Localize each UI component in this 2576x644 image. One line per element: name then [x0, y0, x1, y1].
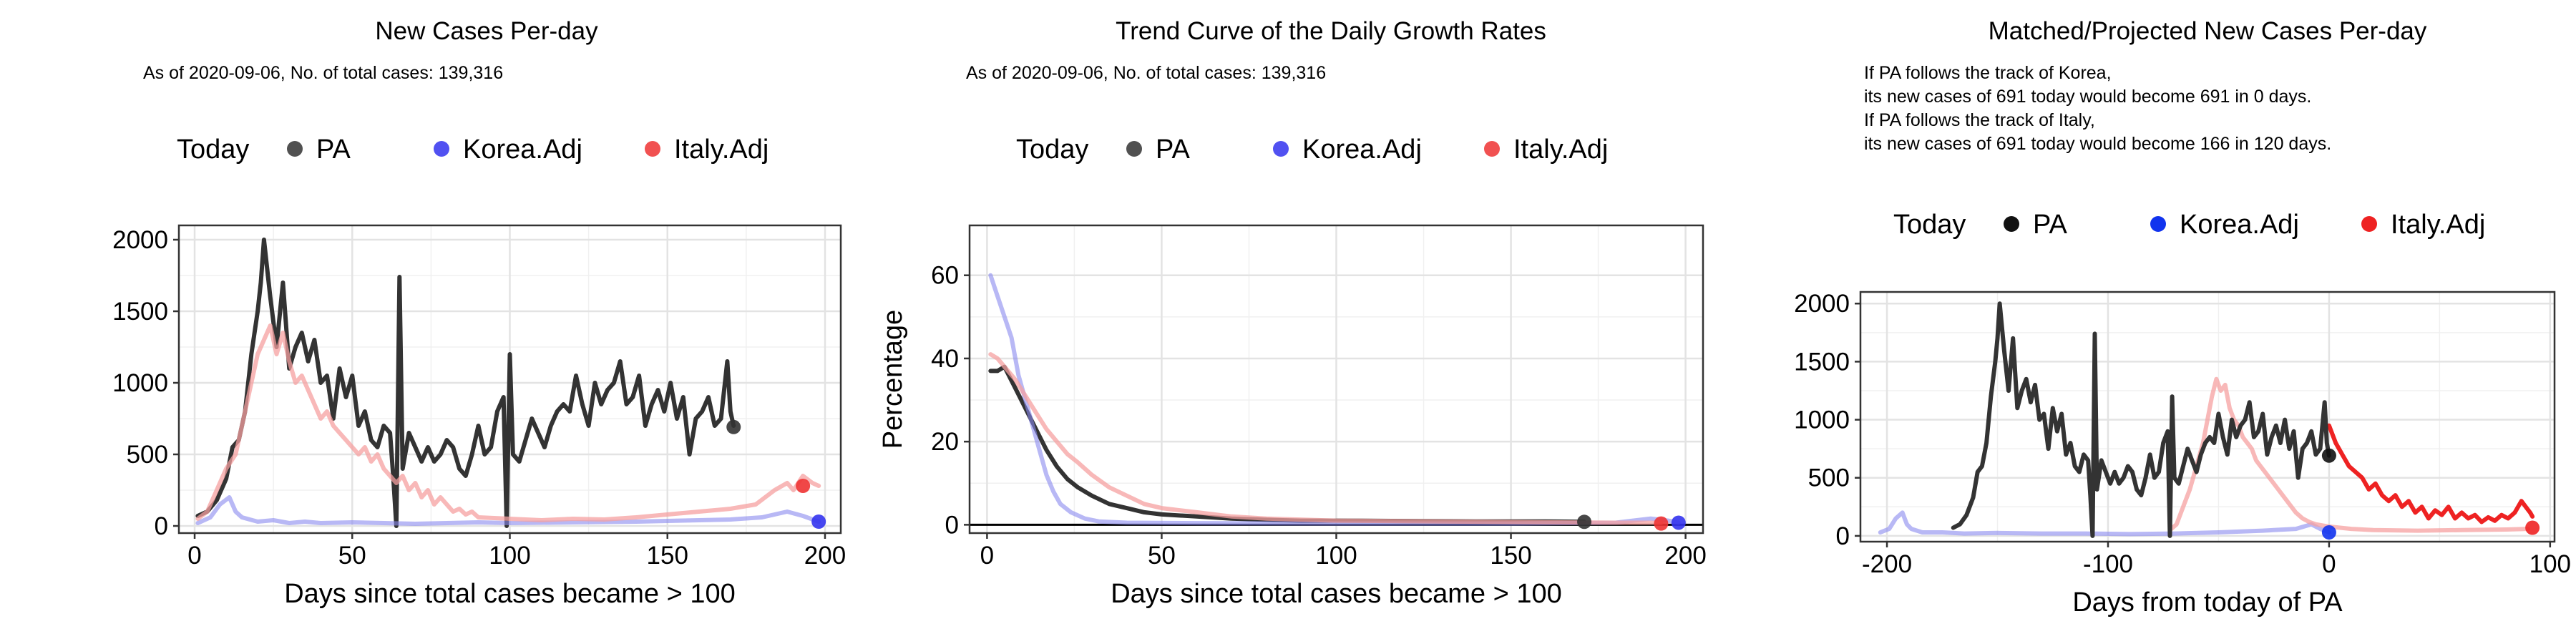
x-tick-label: 100: [2529, 550, 2571, 578]
x-tick-label: 150: [647, 542, 688, 570]
legend-key-marker: [2150, 216, 2166, 232]
legend: Today PA Korea.Adj Italy.Adj: [1016, 135, 1608, 165]
legend-entry-label: Korea.Adj: [2180, 210, 2299, 240]
y-tick-label: 1000: [112, 369, 168, 397]
series-line-pa: [1951, 301, 2331, 538]
series-line-italy-adj: [2326, 423, 2535, 525]
x-tick-label: 0: [980, 542, 994, 570]
series-group: [1878, 301, 2535, 538]
y-axis-title: Percentage: [878, 310, 908, 449]
x-tick-label: -200: [1862, 550, 1912, 578]
legend-title: Today: [1893, 210, 1966, 240]
legend-entry-label: Italy.Adj: [1513, 135, 1608, 165]
legend-key-marker: [287, 141, 303, 157]
today-point-korea-adj: [2321, 525, 2336, 540]
y-tick-label: 2000: [1794, 290, 1850, 318]
y-tick-label: 500: [1808, 464, 1850, 492]
annotation-line: If PA follows the track of Italy,: [1864, 110, 2095, 130]
x-axis-title: Days since total cases became > 100: [1111, 579, 1562, 609]
today-point-italy-adj: [796, 479, 811, 493]
legend-title: Today: [1016, 135, 1088, 165]
plot-border: [1859, 291, 2556, 543]
series-line-italy-adj: [195, 323, 821, 522]
x-axis-title: Days since total cases became > 100: [284, 579, 736, 609]
legend-entry-label: Korea.Adj: [463, 135, 582, 165]
y-tick-label: 1500: [112, 298, 168, 326]
chart-panel-3: Matched/Projected New Cases Per-day If PA…: [1794, 17, 2571, 618]
chart-title: Trend Curve of the Daily Growth Rates: [1116, 17, 1546, 45]
x-tick-label: 100: [1315, 542, 1357, 570]
x-tick-label: 0: [2322, 550, 2336, 578]
legend-title: Today: [177, 135, 249, 165]
today-point-italy-adj: [1654, 516, 1669, 531]
legend: Today PA Korea.Adj Italy.Adj: [1893, 210, 2485, 240]
x-tick-label: -100: [2083, 550, 2133, 578]
today-point-pa: [726, 419, 741, 434]
today-point-korea-adj: [811, 514, 826, 529]
y-tick-label: 20: [931, 428, 959, 456]
chart-subtitle: As of 2020-09-06, No. of total cases: 13…: [966, 63, 1326, 83]
y-tick-label: 0: [945, 511, 959, 539]
legend-entry-label: PA: [316, 135, 351, 165]
y-tick-label: 60: [931, 262, 959, 290]
y-tick-label: 0: [1836, 522, 1850, 550]
x-tick-label: 200: [804, 542, 846, 570]
legend-key-marker: [2004, 216, 2019, 232]
x-tick-label: 50: [338, 542, 366, 570]
chart-title: New Cases Per-day: [375, 17, 598, 45]
chart-panel-2: Trend Curve of the Daily Growth Rates As …: [878, 17, 1707, 609]
chart-subtitle: As of 2020-09-06, No. of total cases: 13…: [143, 63, 503, 83]
legend-key-marker: [645, 141, 660, 157]
series-group: [195, 238, 821, 528]
x-tick-label: 50: [1148, 542, 1176, 570]
today-point-korea-adj: [1671, 515, 1686, 530]
today-point-pa: [1577, 514, 1592, 530]
today-point-pa: [2321, 448, 2336, 463]
legend-key-marker: [1126, 141, 1142, 157]
y-tick-label: 40: [931, 345, 959, 373]
y-tick-label: 1500: [1794, 348, 1850, 376]
x-axis-title: Days from today of PA: [2072, 587, 2343, 618]
legend-key-marker: [1273, 141, 1289, 157]
y-tick-label: 2000: [112, 226, 168, 254]
legend: Today PA Korea.Adj Italy.Adj: [177, 135, 769, 165]
chart-title: Matched/Projected New Cases Per-day: [1989, 17, 2427, 45]
legend-entry-label: Italy.Adj: [674, 135, 769, 165]
legend-key-marker: [434, 141, 449, 157]
legend-entry-label: Korea.Adj: [1302, 135, 1422, 165]
x-tick-label: 150: [1490, 542, 1531, 570]
annotation-line: If PA follows the track of Korea,: [1864, 63, 2112, 83]
legend-entry-label: PA: [1156, 135, 1191, 165]
y-tick-label: 500: [127, 441, 168, 469]
today-point-italy-adj: [2525, 520, 2540, 535]
y-tick-label: 0: [155, 512, 168, 540]
legend-key-marker: [1484, 141, 1500, 157]
series-line-italy-adj: [988, 352, 1664, 525]
x-tick-label: 100: [489, 542, 530, 570]
x-tick-label: 0: [187, 542, 201, 570]
legend-entry-label: PA: [2033, 210, 2068, 240]
series-group: [988, 273, 1681, 526]
series-line-korea-adj: [195, 495, 821, 526]
y-tick-label: 1000: [1794, 406, 1850, 434]
legend-key-marker: [2361, 216, 2377, 232]
chart-panel-1: New Cases Per-day As of 2020-09-06, No. o…: [112, 17, 846, 609]
x-tick-label: 200: [1664, 542, 1706, 570]
annotation-line: its new cases of 691 today would become …: [1864, 87, 2311, 107]
annotation-line: its new cases of 691 today would become …: [1864, 134, 2331, 154]
legend-entry-label: Italy.Adj: [2391, 210, 2485, 240]
series-line-pa: [195, 238, 736, 528]
series-line-korea-adj: [1878, 510, 2331, 537]
